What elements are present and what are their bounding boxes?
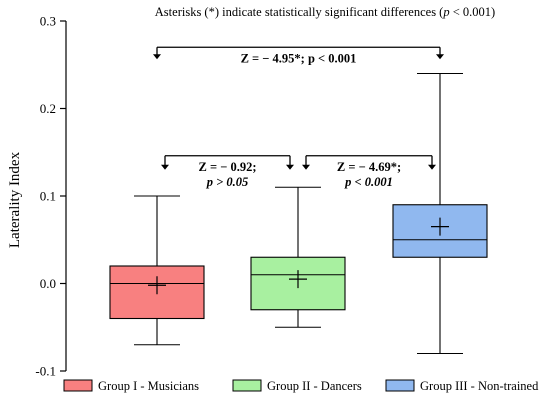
y-tick-label: 0.1 xyxy=(40,189,56,204)
chart-title-part-3: < 0.001) xyxy=(450,5,496,19)
boxes xyxy=(109,72,488,355)
box-iqr xyxy=(392,204,488,258)
axes: -0.1 0.0 0.1 0.2 0.3 xyxy=(35,14,67,379)
legend-swatch xyxy=(63,379,93,392)
legend-label: Group I - Musicians xyxy=(98,379,199,393)
legend-label: Group II - Dancers xyxy=(267,379,362,393)
chart-title-part-1: Asterisks (*) indicate statistically sig… xyxy=(155,5,444,19)
chart-title: Asterisks (*) indicate statistically sig… xyxy=(155,5,495,19)
comparisons: Z = − 4.95*; p < 0.001 Z = − 0.92;p > 0.0… xyxy=(153,46,444,189)
comparison-label: Z = − 0.92; xyxy=(199,160,257,174)
legend-swatch xyxy=(385,379,415,392)
y-tick-label: 0.3 xyxy=(40,14,56,29)
y-tick-label: 0.2 xyxy=(40,101,56,116)
comparison-arrowhead xyxy=(286,164,294,170)
y-tick-label: 0.0 xyxy=(40,276,56,291)
legend-label: Group III - Non-trained xyxy=(420,379,539,393)
comparison-arrowhead xyxy=(161,164,169,170)
comparison-arrowhead xyxy=(153,54,161,60)
comparison-label: Z = − 4.69*; xyxy=(337,160,401,174)
chart-title-part-2: p xyxy=(442,5,449,19)
y-axis-label: Laterality Index xyxy=(7,151,23,248)
legend: Group I - Musicians Group II - Dancers Gro… xyxy=(63,379,539,393)
comparison-arrowhead xyxy=(436,54,444,60)
chart-title-group: Asterisks (*) indicate statistically sig… xyxy=(155,5,495,19)
comparison-label: Z = − 4.95*; p < 0.001 xyxy=(241,51,357,65)
legend-swatch xyxy=(232,379,262,392)
comparison-p-label: p > 0.05 xyxy=(206,175,249,189)
comparison-p-label: p < 0.001 xyxy=(344,175,393,189)
y-tick-label: -0.1 xyxy=(35,364,56,379)
comparison-arrowhead xyxy=(302,164,310,170)
comparison-arrowhead xyxy=(428,164,436,170)
